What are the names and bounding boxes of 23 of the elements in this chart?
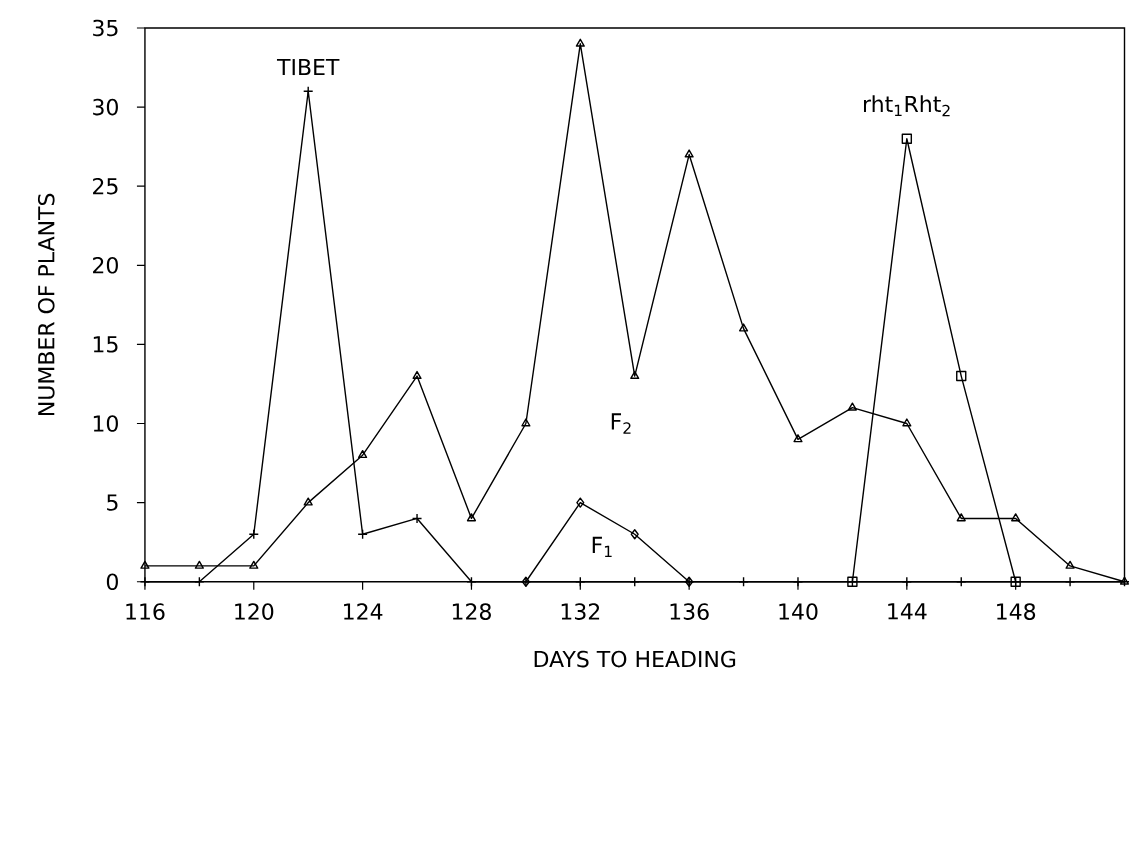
y-tick-label: 5 bbox=[107, 494, 118, 511]
y-tick-label: 35 bbox=[93, 19, 118, 37]
y-tick-label: 30 bbox=[93, 98, 118, 116]
series-label: rht$_{1}$Rht$_{2}$ bbox=[863, 95, 950, 117]
y-tick-label: 25 bbox=[93, 178, 118, 195]
series-label: F$_{2}$ bbox=[611, 413, 631, 434]
x-tick-label: 144 bbox=[888, 603, 927, 620]
x-tick-label: 136 bbox=[670, 603, 709, 621]
y-tick-label: 20 bbox=[93, 257, 118, 274]
x-tick-label: 128 bbox=[452, 603, 491, 621]
x-tick-label: 148 bbox=[997, 603, 1036, 621]
x-tick-label: 132 bbox=[561, 603, 600, 621]
x-tick-label: 124 bbox=[344, 603, 383, 620]
series-label: TIBET bbox=[276, 59, 340, 76]
x-axis-title: DAYS TO HEADING bbox=[534, 650, 736, 668]
y-tick-label: 10 bbox=[93, 415, 118, 433]
series-label: F$_{1}$ bbox=[592, 537, 612, 558]
y-tick-label: 15 bbox=[93, 336, 118, 353]
y-tick-label: 0 bbox=[106, 573, 118, 591]
x-tick-label: 120 bbox=[235, 603, 274, 621]
x-tick-label: 140 bbox=[779, 603, 818, 621]
y-axis-title: NUMBER OF PLANTS bbox=[37, 193, 55, 416]
x-tick-label: 116 bbox=[126, 603, 165, 621]
